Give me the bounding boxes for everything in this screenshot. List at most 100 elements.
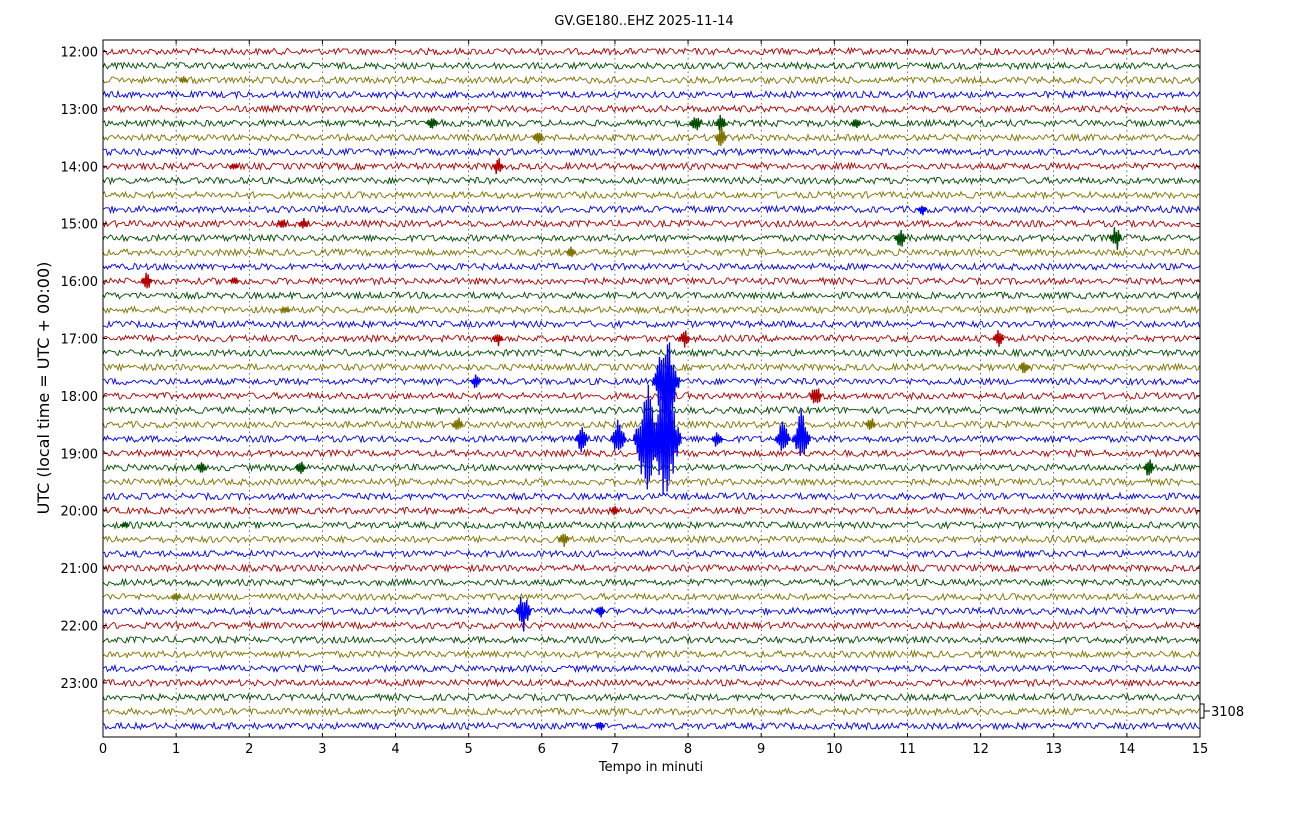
- trace-line: [102, 247, 1200, 258]
- event-burst: [678, 330, 691, 348]
- y-tick-label: 18:00: [61, 390, 98, 405]
- event-burst: [195, 462, 208, 473]
- x-tick-label: 4: [391, 742, 399, 757]
- y-tick-label: 20:00: [61, 505, 98, 520]
- x-tick-label: 7: [611, 742, 619, 757]
- y-tick-label: 17:00: [61, 333, 98, 348]
- y-tick-label: 15:00: [61, 218, 98, 233]
- x-tick-label: 9: [757, 742, 765, 757]
- y-tick-label: 13:00: [61, 103, 98, 118]
- scale-bar: 3108: [1200, 703, 1244, 720]
- trace-line: [102, 548, 1200, 559]
- x-tick-label: 3: [318, 742, 326, 757]
- trace-line: [102, 190, 1200, 201]
- trace-line: [102, 721, 1200, 731]
- x-tick-label: 0: [99, 742, 107, 757]
- trace-line: [102, 75, 1200, 85]
- event-burst: [809, 388, 823, 404]
- trace-line: [102, 161, 1200, 172]
- trace-line: [102, 577, 1200, 588]
- event-burst: [916, 205, 928, 216]
- x-tick-label: 5: [465, 742, 473, 757]
- y-tick-label: 22:00: [61, 620, 98, 635]
- event-burst: [565, 246, 577, 258]
- trace-line: [102, 276, 1200, 286]
- event-burst: [594, 606, 606, 618]
- x-tick-label: 6: [538, 742, 546, 757]
- x-tick-label: 8: [684, 742, 692, 757]
- scale-label: 3108: [1211, 705, 1244, 720]
- y-tick-label: 19:00: [61, 447, 98, 462]
- event-burst: [850, 119, 862, 128]
- event-burst: [714, 127, 728, 147]
- event-burst: [893, 229, 907, 247]
- event-burst: [229, 276, 240, 286]
- trace-line: [102, 520, 1200, 530]
- trace-line: [102, 46, 1200, 57]
- trace-line: [102, 678, 1200, 688]
- minute-grid: [175, 40, 1128, 737]
- trace-line: [102, 649, 1200, 660]
- seismic-events: [119, 76, 1155, 731]
- event-burst: [425, 118, 439, 129]
- x-axis-label: Tempo in minuti: [598, 760, 703, 775]
- y-tick-label: 16:00: [61, 275, 98, 290]
- trace-line: [102, 663, 1200, 674]
- trace-line: [102, 319, 1200, 330]
- trace-line: [102, 132, 1200, 143]
- trace-line: [102, 606, 1200, 617]
- trace-line: [102, 491, 1200, 502]
- x-tick-label: 2: [245, 742, 253, 757]
- trace-line: [102, 304, 1200, 315]
- event-burst: [470, 374, 482, 389]
- y-tick-label: 23:00: [61, 677, 98, 692]
- event-burst: [119, 521, 130, 530]
- y-tick-label: 14:00: [61, 160, 98, 175]
- event-burst: [280, 305, 291, 315]
- x-tick-label: 15: [1192, 742, 1209, 757]
- event-burst: [515, 597, 532, 632]
- trace-line: [102, 534, 1200, 545]
- trace-line: [102, 706, 1200, 717]
- y-tick-label: 21:00: [61, 562, 98, 577]
- event-burst: [688, 117, 702, 131]
- y-tick-label: 12:00: [61, 46, 98, 61]
- trace-line: [102, 104, 1200, 114]
- trace-line: [102, 635, 1200, 645]
- event-burst: [651, 342, 681, 430]
- x-tick-label: 13: [1045, 742, 1062, 757]
- x-tick-label: 1: [172, 742, 180, 757]
- event-burst: [491, 334, 504, 347]
- trace-line: [102, 61, 1200, 71]
- trace-line: [102, 89, 1200, 100]
- event-burst: [294, 461, 307, 474]
- trace-line: [102, 147, 1200, 157]
- trace-line: [102, 362, 1200, 373]
- event-burst: [298, 218, 310, 229]
- trace-line: [102, 477, 1200, 487]
- x-axis-ticks: 0 1 2 3 4 5 6 7 8 9 10 11 12 13 14 15: [99, 40, 1208, 757]
- trace-line: [102, 620, 1200, 631]
- event-burst: [595, 722, 605, 731]
- trace-line: [102, 204, 1200, 215]
- seismogram-traces: [102, 46, 1200, 731]
- event-burst: [650, 384, 682, 495]
- event-burst: [574, 427, 589, 453]
- event-burst: [774, 421, 791, 451]
- y-axis-ticks: 12:00 13:00 14:00 15:00 16:00 17:00 18:00 19:00…: [61, 46, 1200, 692]
- trace-line: [102, 333, 1200, 344]
- x-tick-label: 10: [826, 742, 843, 757]
- trace-line: [102, 176, 1200, 186]
- plot-frame: [102, 39, 1201, 738]
- event-burst: [491, 158, 504, 175]
- trace-line: [102, 391, 1200, 401]
- event-burst: [229, 162, 240, 170]
- x-tick-label: 11: [899, 742, 916, 757]
- x-tick-label: 12: [972, 742, 989, 757]
- event-burst: [451, 417, 464, 430]
- event-burst: [140, 272, 153, 289]
- event-burst: [711, 432, 724, 447]
- event-burst: [1018, 362, 1031, 374]
- trace-line: [102, 233, 1200, 244]
